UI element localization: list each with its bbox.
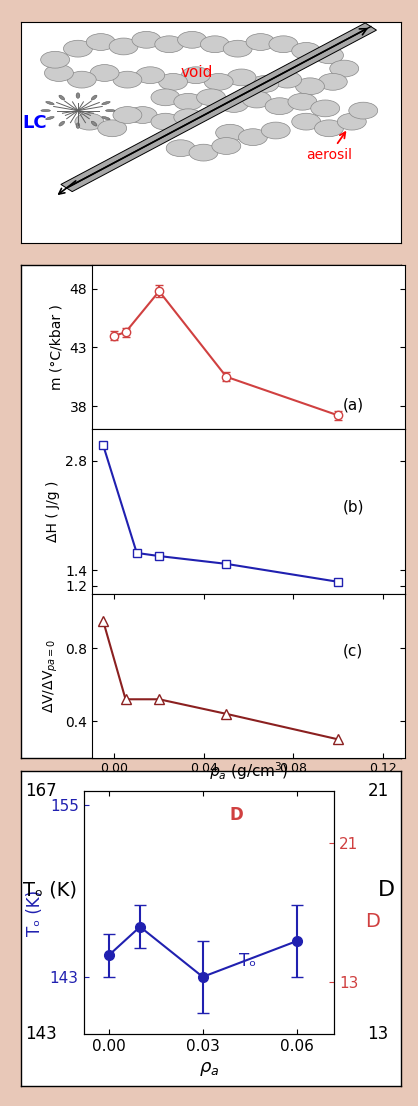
Circle shape	[223, 40, 252, 58]
Circle shape	[269, 35, 298, 53]
Text: $\rho_a$ (g/cm$^3$): $\rho_a$ (g/cm$^3$)	[209, 760, 288, 782]
Circle shape	[250, 75, 279, 93]
Circle shape	[288, 93, 317, 111]
Ellipse shape	[46, 116, 54, 119]
Circle shape	[292, 42, 321, 60]
Y-axis label: $\Delta$V/$\Delta$V$_{pa=0}$: $\Delta$V/$\Delta$V$_{pa=0}$	[41, 638, 59, 712]
Circle shape	[64, 40, 92, 58]
Text: Tₒ (K): Tₒ (K)	[23, 880, 77, 900]
Circle shape	[41, 51, 69, 69]
Circle shape	[239, 128, 268, 146]
Circle shape	[174, 108, 203, 126]
Ellipse shape	[91, 122, 97, 126]
Text: D: D	[229, 806, 243, 824]
Ellipse shape	[102, 116, 110, 119]
Ellipse shape	[59, 122, 65, 126]
Circle shape	[337, 113, 366, 131]
Text: (b): (b)	[343, 500, 364, 514]
X-axis label: $\rho_a$: $\rho_a$	[199, 1060, 219, 1077]
Circle shape	[109, 38, 138, 55]
Text: 167: 167	[25, 782, 57, 800]
Circle shape	[151, 88, 180, 106]
Text: (c): (c)	[343, 644, 363, 659]
Y-axis label: D: D	[365, 912, 380, 931]
Circle shape	[261, 122, 290, 139]
Ellipse shape	[59, 95, 65, 100]
Circle shape	[113, 71, 142, 88]
Circle shape	[349, 102, 378, 119]
Text: aerosil: aerosil	[306, 133, 352, 163]
Circle shape	[178, 31, 206, 49]
Circle shape	[319, 73, 347, 91]
Circle shape	[216, 124, 245, 142]
Circle shape	[212, 137, 241, 155]
Polygon shape	[61, 23, 377, 191]
Y-axis label: Tₒ (K): Tₒ (K)	[26, 889, 44, 936]
Circle shape	[196, 88, 226, 106]
Ellipse shape	[105, 109, 115, 112]
Circle shape	[201, 35, 229, 53]
Text: void: void	[181, 65, 213, 81]
Circle shape	[227, 69, 256, 86]
Ellipse shape	[76, 123, 80, 128]
Circle shape	[87, 33, 115, 51]
Circle shape	[158, 73, 188, 91]
Circle shape	[246, 33, 275, 51]
Circle shape	[128, 106, 157, 124]
Circle shape	[311, 100, 340, 117]
Text: 13: 13	[367, 1025, 389, 1043]
Circle shape	[174, 93, 203, 111]
Y-axis label: ΔH ( J/g ): ΔH ( J/g )	[46, 481, 59, 542]
Text: LC: LC	[23, 114, 47, 133]
Circle shape	[315, 119, 344, 137]
Circle shape	[90, 64, 119, 82]
Circle shape	[75, 113, 104, 131]
Circle shape	[265, 97, 294, 115]
Text: Tₒ: Tₒ	[239, 952, 256, 970]
Circle shape	[189, 144, 218, 161]
Ellipse shape	[76, 93, 80, 98]
Circle shape	[151, 113, 180, 131]
Ellipse shape	[41, 109, 51, 112]
Circle shape	[98, 119, 127, 137]
Y-axis label: m (°C/kbar ): m (°C/kbar )	[50, 304, 64, 390]
Ellipse shape	[91, 95, 97, 100]
Circle shape	[296, 77, 324, 95]
Circle shape	[67, 71, 96, 88]
Circle shape	[219, 95, 248, 113]
Circle shape	[166, 139, 195, 157]
Circle shape	[44, 64, 74, 82]
Circle shape	[113, 106, 142, 124]
Circle shape	[292, 113, 321, 131]
Circle shape	[204, 73, 233, 91]
Text: 143: 143	[25, 1025, 57, 1043]
Circle shape	[181, 66, 210, 84]
Circle shape	[132, 31, 161, 49]
Circle shape	[242, 91, 271, 108]
Text: 21: 21	[367, 782, 389, 800]
Text: (a): (a)	[343, 398, 364, 413]
Ellipse shape	[102, 102, 110, 105]
Circle shape	[315, 46, 344, 64]
Circle shape	[273, 71, 302, 88]
Text: D: D	[378, 880, 395, 900]
Circle shape	[136, 66, 165, 84]
Circle shape	[155, 35, 184, 53]
Circle shape	[330, 60, 359, 77]
Ellipse shape	[46, 102, 54, 105]
